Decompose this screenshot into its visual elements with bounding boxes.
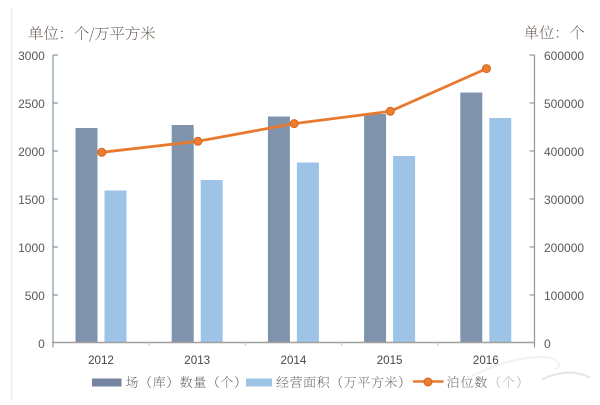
svg-text:2016: 2016 [473,354,499,367]
svg-text:2014: 2014 [281,354,307,367]
svg-text:200000: 200000 [544,241,584,255]
svg-text:2012: 2012 [88,354,114,367]
svg-text:2000: 2000 [18,145,45,159]
svg-text:3000: 3000 [18,49,45,63]
svg-text:1500: 1500 [18,193,45,207]
svg-text:1000: 1000 [18,241,45,255]
svg-text:2500: 2500 [18,97,45,111]
svg-text:0: 0 [544,337,551,351]
svg-text:0: 0 [38,337,45,351]
svg-text:300000: 300000 [544,193,584,207]
svg-text:600000: 600000 [544,49,584,63]
svg-text:100000: 100000 [544,289,584,303]
svg-text:2013: 2013 [184,354,210,367]
svg-text:2015: 2015 [377,354,403,367]
svg-text:400000: 400000 [544,145,584,159]
svg-text:500000: 500000 [544,97,584,111]
svg-text:500: 500 [25,289,45,303]
